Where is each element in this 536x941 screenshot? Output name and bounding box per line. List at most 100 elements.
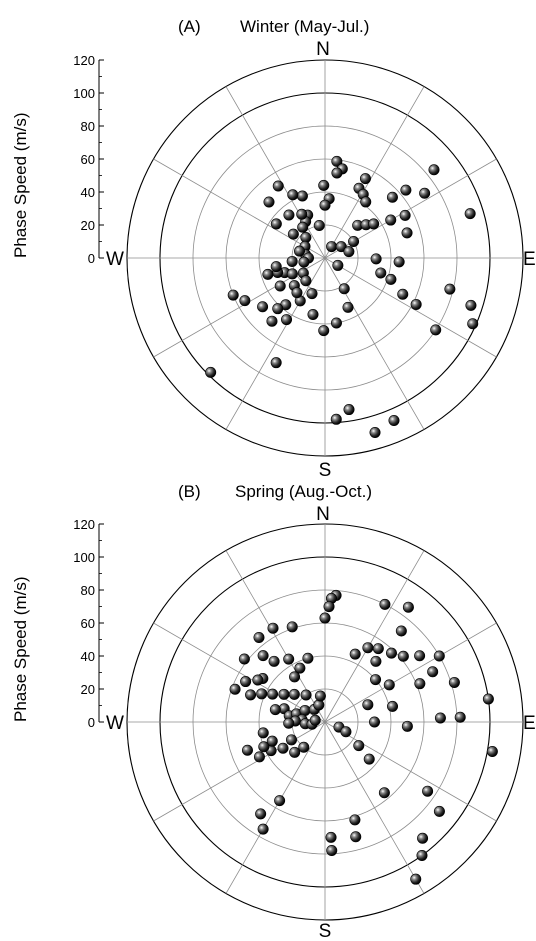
y-axis-label: Phase Speed (m/s) bbox=[11, 576, 30, 722]
data-point bbox=[300, 275, 312, 287]
data-point bbox=[238, 653, 250, 665]
data-point bbox=[240, 676, 252, 688]
data-point bbox=[360, 196, 372, 208]
data-point bbox=[313, 220, 325, 232]
data-point bbox=[255, 808, 267, 820]
radial-tick-label: 120 bbox=[73, 517, 95, 532]
data-point bbox=[348, 236, 360, 248]
compass-east-label: E bbox=[523, 249, 536, 270]
data-point bbox=[434, 712, 446, 724]
chart-title: Spring (Aug.-Oct.) bbox=[235, 482, 372, 501]
data-point bbox=[385, 273, 397, 285]
data-point bbox=[395, 625, 407, 637]
data-points bbox=[229, 589, 498, 885]
data-point bbox=[266, 315, 278, 327]
data-point bbox=[307, 308, 319, 320]
data-point bbox=[241, 744, 253, 756]
data-point bbox=[454, 711, 466, 723]
data-point bbox=[427, 666, 439, 678]
data-point bbox=[383, 679, 395, 691]
data-point bbox=[288, 688, 300, 700]
data-point bbox=[252, 674, 264, 686]
data-point bbox=[342, 301, 354, 313]
data-point bbox=[289, 671, 301, 683]
data-point bbox=[267, 622, 279, 634]
compass-south-label: S bbox=[319, 460, 332, 481]
data-point bbox=[464, 208, 476, 220]
data-point bbox=[283, 717, 295, 729]
data-point bbox=[340, 726, 352, 738]
data-point bbox=[385, 647, 397, 659]
data-points bbox=[205, 155, 479, 438]
data-point bbox=[262, 268, 274, 280]
data-point bbox=[267, 688, 279, 700]
grid-spoke bbox=[225, 721, 326, 894]
data-point bbox=[444, 283, 456, 295]
data-point bbox=[268, 655, 280, 667]
data-point bbox=[330, 317, 342, 329]
radial-tick-label: 120 bbox=[73, 53, 95, 68]
data-point bbox=[375, 267, 387, 279]
data-point bbox=[205, 366, 217, 378]
data-point bbox=[482, 693, 494, 705]
radial-tick-label: 60 bbox=[81, 616, 95, 631]
data-point bbox=[416, 849, 428, 861]
data-point bbox=[372, 643, 384, 655]
data-point bbox=[359, 173, 371, 185]
data-point bbox=[272, 303, 284, 315]
compass-north-label: N bbox=[316, 504, 330, 525]
data-point bbox=[302, 652, 314, 664]
grid-spoke bbox=[153, 721, 326, 822]
data-point bbox=[414, 678, 426, 690]
data-point bbox=[402, 601, 414, 613]
data-point bbox=[270, 261, 282, 273]
data-point bbox=[245, 689, 257, 701]
data-point bbox=[256, 688, 268, 700]
data-point bbox=[370, 655, 382, 667]
data-point bbox=[257, 823, 269, 835]
data-point bbox=[298, 741, 310, 753]
data-point bbox=[350, 831, 362, 843]
panel-label: (A) bbox=[178, 17, 201, 36]
data-point bbox=[401, 720, 413, 732]
data-point bbox=[378, 787, 390, 799]
data-point bbox=[227, 289, 239, 301]
data-point bbox=[362, 642, 374, 654]
data-point bbox=[281, 314, 293, 326]
data-point bbox=[410, 873, 422, 885]
data-point bbox=[385, 214, 397, 226]
data-point bbox=[298, 256, 310, 268]
data-point bbox=[318, 179, 330, 191]
data-point bbox=[274, 795, 286, 807]
data-point bbox=[338, 283, 350, 295]
data-point bbox=[467, 318, 479, 330]
data-point bbox=[486, 746, 498, 758]
data-point bbox=[410, 298, 422, 310]
data-point bbox=[297, 221, 309, 233]
data-point bbox=[353, 740, 365, 752]
data-point bbox=[270, 218, 282, 230]
data-point bbox=[386, 191, 398, 203]
grid-spoke bbox=[324, 622, 497, 723]
data-point bbox=[400, 184, 412, 196]
data-point bbox=[414, 650, 426, 662]
panel-label: (B) bbox=[178, 482, 201, 501]
data-point bbox=[314, 690, 326, 702]
data-point bbox=[368, 218, 380, 230]
grid-spoke bbox=[225, 257, 326, 430]
data-point bbox=[294, 662, 306, 674]
data-point bbox=[343, 404, 355, 416]
radial-tick-label: 20 bbox=[81, 682, 95, 697]
data-point bbox=[393, 256, 405, 268]
data-point bbox=[253, 631, 265, 643]
data-point bbox=[448, 676, 460, 688]
data-point bbox=[296, 208, 308, 220]
data-point bbox=[296, 190, 308, 202]
compass-west-label: W bbox=[106, 713, 124, 734]
radial-axis: 0 20 40 60 80 100 120 bbox=[73, 53, 104, 266]
data-point bbox=[293, 245, 305, 257]
data-point bbox=[287, 228, 299, 240]
polar-grid bbox=[126, 523, 524, 921]
data-point bbox=[349, 648, 361, 660]
